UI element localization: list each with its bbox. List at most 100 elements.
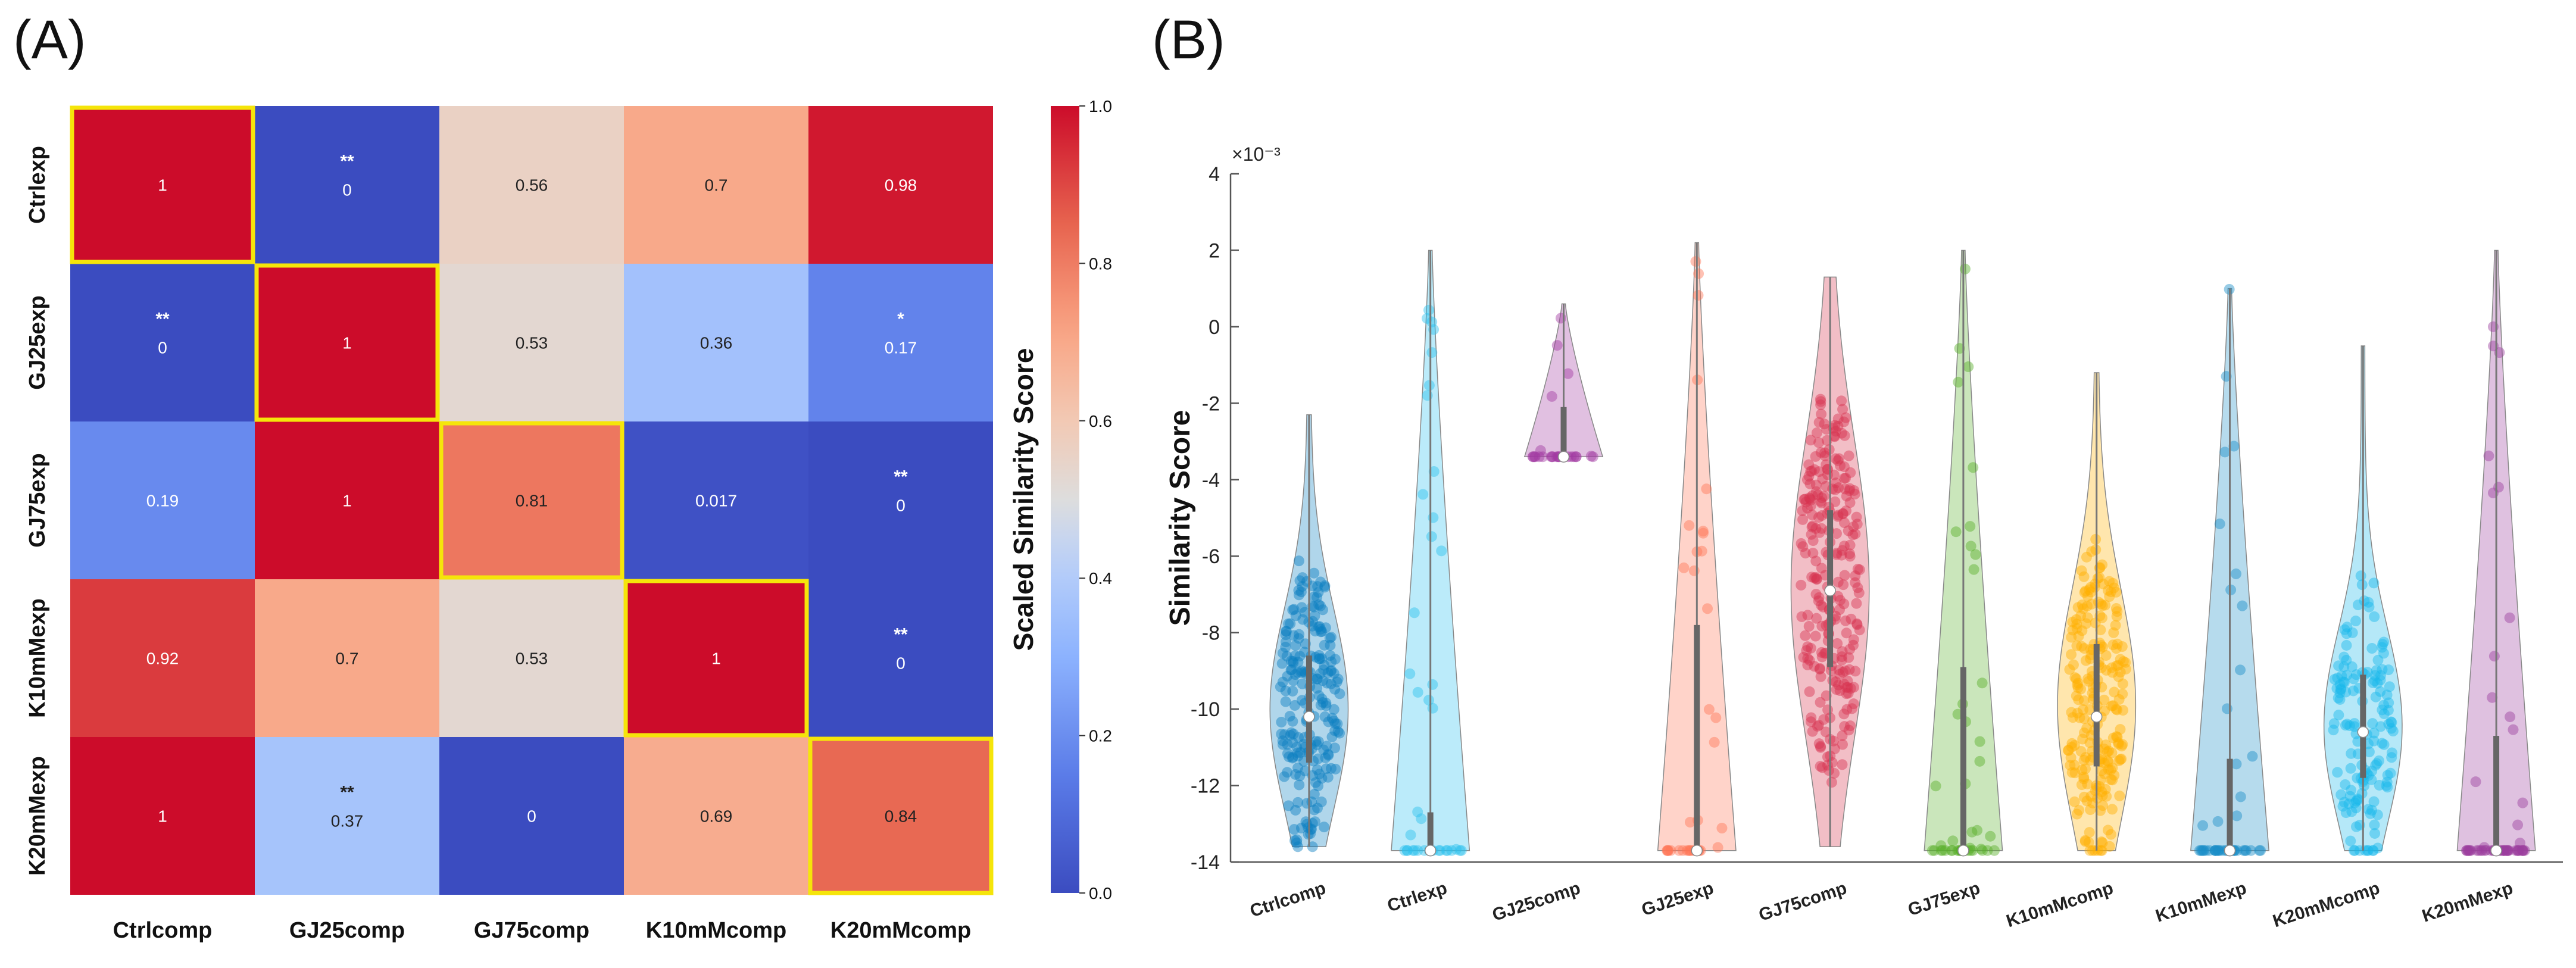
data-point (1709, 736, 1720, 748)
data-point (2231, 758, 2242, 770)
data-point (2196, 845, 2207, 856)
data-point (2333, 710, 2344, 721)
data-point (2362, 845, 2373, 856)
data-point (2374, 755, 2385, 766)
data-point (1801, 645, 1812, 656)
data-point (1837, 646, 1848, 657)
data-point (1806, 509, 1818, 520)
data-point (2072, 707, 2083, 719)
data-point (2100, 739, 2112, 751)
data-point (2077, 733, 2088, 745)
data-point (1280, 685, 1291, 697)
data-point (2383, 705, 2394, 716)
data-point (2115, 724, 2126, 735)
median-marker (2224, 844, 2236, 857)
data-point (1816, 563, 1827, 574)
y-tick-label: -8 (1202, 622, 1220, 645)
data-point (2078, 643, 2090, 654)
data-point (2095, 845, 2106, 856)
data-point (1288, 657, 1299, 669)
data-point (2366, 766, 2378, 777)
data-point (1677, 845, 1688, 856)
data-point (2110, 704, 2122, 715)
median-marker (1957, 844, 1969, 857)
data-point (2333, 660, 2344, 672)
data-point (1802, 652, 1813, 664)
data-point (1974, 755, 1985, 767)
data-point (1325, 639, 1336, 651)
data-point (1288, 675, 1299, 686)
x-tick-label: K20mMcomp (2271, 878, 2383, 931)
data-point (2350, 616, 2362, 627)
data-point (2075, 683, 2087, 695)
data-point (2099, 743, 2110, 754)
data-point (2383, 697, 2394, 708)
data-point (2106, 700, 2117, 711)
data-point (2343, 798, 2355, 810)
data-point (1836, 549, 1847, 561)
row-label: GJ75exp (25, 453, 50, 547)
data-point (1313, 650, 1325, 661)
data-point (1836, 654, 1847, 666)
data-point (1296, 695, 1307, 706)
data-point (2368, 845, 2379, 856)
data-point (1801, 502, 1813, 514)
data-point (2084, 704, 2096, 716)
data-point (1570, 451, 1582, 463)
data-point (1829, 484, 1841, 495)
data-point (1829, 743, 1840, 754)
data-point (1568, 451, 1579, 463)
data-point (1807, 726, 1818, 737)
data-point (1276, 658, 1288, 669)
data-point (2082, 673, 2094, 685)
data-point (1968, 564, 1979, 575)
data-point (2340, 686, 2352, 698)
data-point (1838, 416, 1850, 427)
data-point (1314, 653, 1325, 664)
x-tick-label: K20mMexp (2419, 878, 2515, 926)
data-point (2383, 719, 2394, 730)
data-point (1433, 845, 1444, 856)
y-tick-label: -4 (1202, 469, 1220, 492)
data-point (1815, 671, 1826, 682)
data-point (1665, 845, 1676, 856)
data-point (1684, 520, 1695, 531)
data-point (1326, 713, 1338, 724)
data-point (1935, 845, 1947, 856)
data-point (1329, 742, 1341, 754)
data-point (1328, 704, 1339, 715)
data-point (2350, 802, 2362, 814)
data-point (1320, 700, 1332, 711)
heatmap-cell (624, 579, 808, 737)
data-point (2350, 795, 2362, 807)
data-point (2230, 568, 2241, 579)
highlight-box (439, 421, 625, 580)
data-point (2240, 845, 2252, 856)
data-point (2097, 800, 2109, 811)
data-point (2103, 757, 2114, 768)
data-point (2108, 627, 2119, 638)
data-point (1804, 655, 1815, 666)
data-point (2105, 774, 2116, 785)
data-point (2212, 816, 2224, 827)
data-point (2356, 579, 2368, 591)
data-point (1280, 629, 1291, 641)
data-point (1848, 682, 1859, 693)
data-point (1317, 675, 1329, 686)
data-point (1804, 686, 1815, 697)
data-point (1563, 368, 1574, 379)
data-point (2089, 845, 2100, 856)
data-point (2194, 845, 2205, 856)
data-point (1818, 491, 1829, 502)
data-point (2095, 775, 2106, 786)
data-point (2105, 829, 2116, 840)
data-point (2352, 793, 2363, 804)
data-point (1834, 669, 1846, 680)
data-point (2111, 611, 2122, 622)
data-point (1285, 655, 1297, 667)
data-point (1843, 525, 1854, 536)
data-point (1283, 751, 1294, 763)
data-point (2356, 788, 2368, 799)
data-point (1839, 721, 1850, 732)
data-point (1412, 686, 1423, 698)
